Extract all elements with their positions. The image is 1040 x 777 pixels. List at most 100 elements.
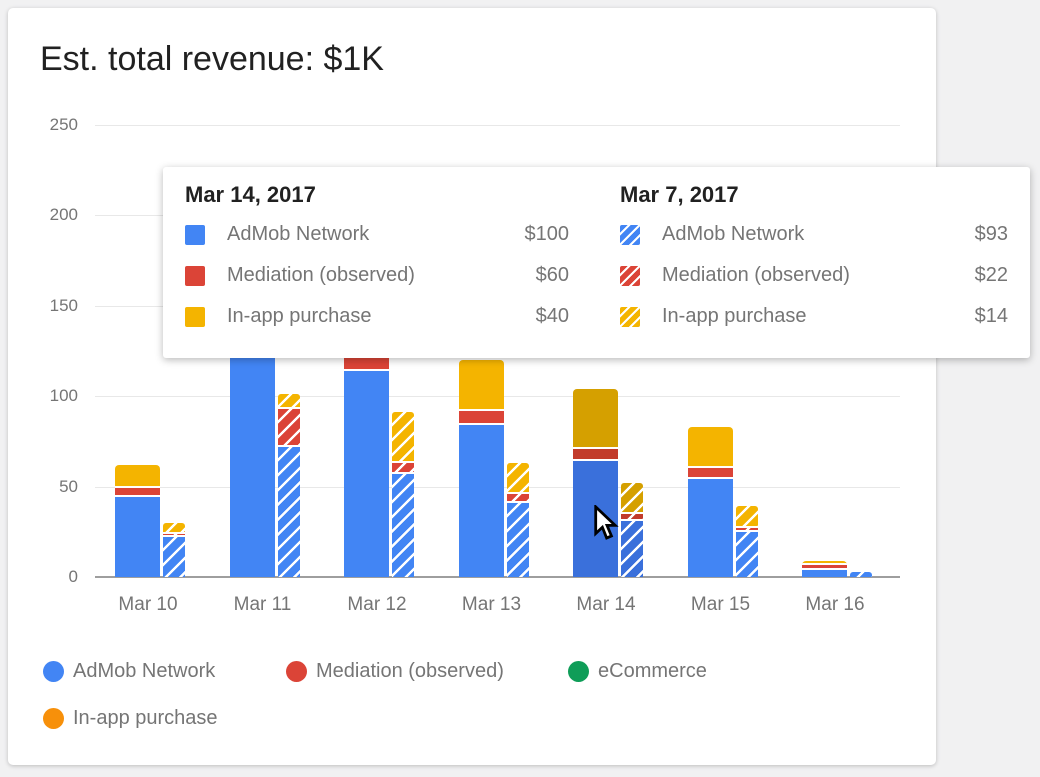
y-tick-label-100: 100 bbox=[49, 386, 78, 405]
x-tick-label-mar-13: Mar 13 bbox=[461, 594, 522, 615]
series-chip-solid-icon bbox=[185, 306, 205, 327]
tooltip-row-mediation-observed-: Mediation (observed) $60 bbox=[185, 255, 569, 296]
legend-item-mediation-observed-: Mediation (observed) bbox=[286, 658, 504, 684]
x-tick-label-mar-12: Mar 12 bbox=[347, 594, 407, 615]
bar-segment-blue bbox=[163, 537, 185, 577]
series-chip-hatched-icon bbox=[620, 265, 640, 286]
bar-segment-yellow bbox=[687, 426, 733, 469]
bar-hatched-mar-15[interactable] bbox=[735, 506, 758, 577]
series-chip-solid-icon bbox=[185, 265, 205, 286]
bar-segment-blue bbox=[621, 520, 643, 577]
y-tick-label-200: 200 bbox=[49, 205, 78, 224]
tooltip-series-label: Mediation (observed) bbox=[662, 264, 850, 286]
bar-segment-yellow bbox=[735, 506, 758, 529]
tooltip-date: Mar 14, 2017 bbox=[185, 182, 316, 207]
bar-segment-blue bbox=[802, 569, 847, 577]
bar-segment-blue bbox=[115, 497, 160, 577]
bar-segment-blue bbox=[458, 424, 504, 577]
bar-segment-blue bbox=[687, 479, 733, 577]
series-chip-hatched-icon bbox=[620, 224, 640, 245]
bar-solid-mar-10[interactable] bbox=[115, 464, 160, 577]
bar-segment-yellow bbox=[458, 359, 504, 411]
bar-solid-mar-13[interactable] bbox=[458, 359, 504, 577]
bar-segment-blue bbox=[850, 571, 872, 577]
bar-solid-mar-14[interactable] bbox=[573, 388, 618, 577]
tooltip-series-label: AdMob Network bbox=[662, 223, 805, 245]
y-tick-label-50: 50 bbox=[59, 476, 78, 496]
tooltip-series-label: In-app purchase bbox=[227, 305, 372, 327]
legend-label: In-app purchase bbox=[73, 706, 218, 729]
bar-segment-yellow bbox=[277, 394, 300, 409]
y-tick-label-250: 250 bbox=[49, 114, 78, 134]
bar-solid-mar-16[interactable] bbox=[802, 560, 847, 577]
legend-dot-icon bbox=[568, 660, 589, 682]
tooltip-row-in-app-purchase: In-app purchase $40 bbox=[185, 296, 569, 337]
bar-hatched-mar-11[interactable] bbox=[277, 394, 300, 577]
bar-segment-red bbox=[573, 448, 618, 462]
tooltip-series-label: AdMob Network bbox=[227, 223, 370, 245]
x-tick-label-mar-15: Mar 15 bbox=[690, 594, 751, 615]
bar-segment-blue bbox=[344, 370, 389, 577]
bar-hatched-mar-13[interactable] bbox=[506, 462, 529, 577]
x-tick-label-mar-16: Mar 16 bbox=[805, 594, 865, 615]
bar-segment-blue bbox=[735, 531, 758, 577]
bar-segment-red bbox=[687, 468, 733, 480]
bar-hatched-mar-12[interactable] bbox=[392, 412, 414, 577]
tooltip-series-value: $14 bbox=[974, 305, 1008, 327]
legend-label: eCommerce bbox=[598, 659, 707, 682]
legend-dot-icon bbox=[286, 660, 307, 682]
bar-segment-blue bbox=[392, 473, 414, 577]
bar-segment-yellow bbox=[573, 388, 618, 449]
gridline-250 bbox=[95, 125, 900, 126]
tooltip-series-value: $40 bbox=[535, 305, 569, 327]
bar-segment-red bbox=[277, 408, 300, 447]
bar-segment-red bbox=[506, 493, 529, 503]
legend-item-admob-network: AdMob Network bbox=[43, 658, 215, 684]
legend-dot-icon bbox=[43, 707, 64, 729]
bar-solid-mar-12[interactable] bbox=[344, 334, 389, 577]
bar-hatched-mar-14[interactable] bbox=[621, 482, 643, 577]
bar-solid-mar-11[interactable] bbox=[229, 323, 275, 577]
bar-segment-yellow bbox=[621, 482, 643, 514]
tooltip-row-admob-network: AdMob Network $93 bbox=[620, 214, 1008, 255]
tooltip-column-mar-7-2017: Mar 7, 2017 AdMob Network $93 Mediation (ob… bbox=[620, 167, 1008, 358]
bar-segment-red bbox=[621, 513, 643, 521]
tooltip-row-in-app-purchase: In-app purchase $14 bbox=[620, 296, 1008, 337]
bar-segment-yellow bbox=[163, 522, 185, 534]
bar-segment-yellow bbox=[115, 464, 160, 489]
legend-item-ecommerce: eCommerce bbox=[568, 658, 707, 684]
bar-segment-yellow bbox=[392, 412, 414, 463]
y-tick-label-150: 150 bbox=[49, 295, 78, 315]
bar-hatched-mar-16[interactable] bbox=[850, 571, 872, 577]
bar-segment-blue bbox=[277, 446, 300, 577]
x-tick-label-mar-11: Mar 11 bbox=[233, 594, 292, 615]
tooltip-series-label: Mediation (observed) bbox=[227, 264, 415, 286]
bar-segment-yellow bbox=[802, 560, 847, 566]
bar-segment-red bbox=[344, 356, 389, 371]
bar-segment-red bbox=[735, 528, 758, 532]
tooltip-column-mar-14-2017: Mar 14, 2017 AdMob Network $100 Mediation (… bbox=[185, 167, 569, 358]
bar-segment-red bbox=[163, 533, 185, 538]
y-tick-label-0: 0 bbox=[68, 567, 78, 586]
gridline-0 bbox=[95, 576, 900, 578]
tooltip-series-value: $93 bbox=[974, 223, 1008, 245]
tooltip-series-value: $22 bbox=[974, 264, 1008, 286]
tooltip-row-admob-network: AdMob Network $100 bbox=[185, 214, 569, 255]
bar-segment-red bbox=[392, 462, 414, 474]
bar-segment-blue bbox=[229, 356, 275, 577]
legend-label: Mediation (observed) bbox=[316, 659, 504, 682]
bar-hatched-mar-10[interactable] bbox=[163, 522, 185, 577]
bar-solid-mar-15[interactable] bbox=[687, 426, 733, 577]
legend-dot-icon bbox=[43, 660, 64, 682]
tooltip-series-label: In-app purchase bbox=[662, 305, 807, 327]
tooltip-series-value: $100 bbox=[524, 223, 570, 245]
bar-segment-yellow bbox=[506, 462, 529, 494]
tooltip-date: Mar 7, 2017 bbox=[620, 182, 739, 207]
chart-tooltip: Mar 14, 2017 AdMob Network $100 Mediation (… bbox=[163, 167, 1030, 358]
bar-segment-red bbox=[115, 488, 160, 498]
x-tick-label-mar-14: Mar 14 bbox=[576, 594, 636, 615]
bar-segment-red bbox=[802, 565, 847, 570]
bar-segment-red bbox=[458, 410, 504, 425]
tooltip-row-mediation-observed-: Mediation (observed) $22 bbox=[620, 255, 1008, 296]
